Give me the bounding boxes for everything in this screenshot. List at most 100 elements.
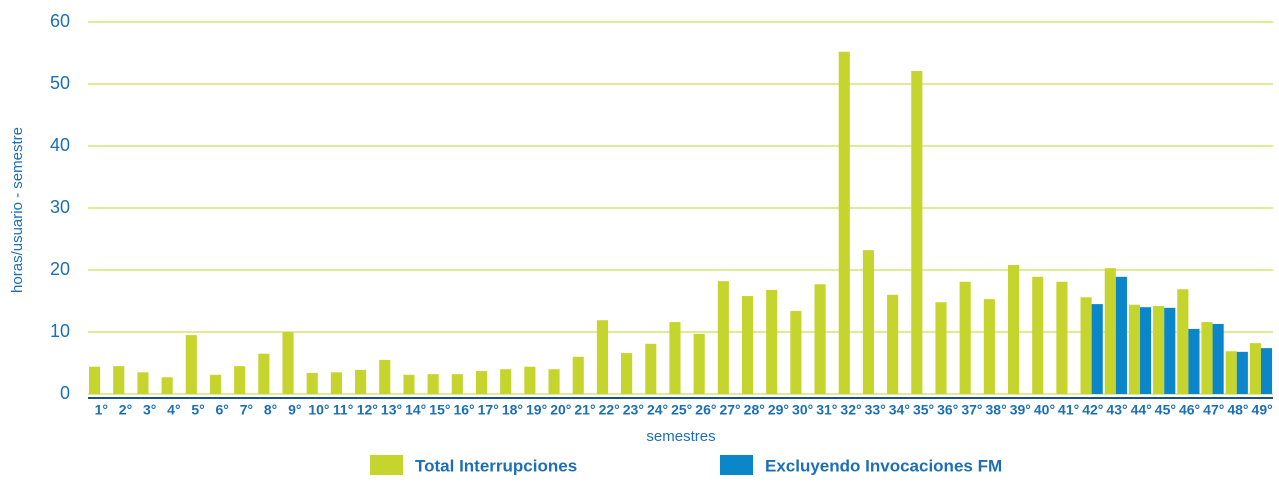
bar [1007,265,1020,394]
legend-swatch [720,455,753,475]
bar [1128,304,1141,394]
x-tick-label: 49° [1252,402,1273,418]
bar [1080,297,1092,394]
x-tick-label: 17° [478,402,499,418]
x-tick-label: 4° [167,402,180,418]
x-tick-label: 32° [840,402,861,418]
bar [89,366,101,394]
bar [935,302,947,394]
bar [1091,304,1103,394]
x-tick-label: 13° [381,402,402,418]
legend-label: Total Interrupciones [415,456,577,475]
bar [1225,351,1237,394]
y-tick-label: 0 [60,383,70,403]
bar [862,250,875,394]
y-tick-label: 20 [50,259,70,279]
bar [1164,307,1176,394]
bar [330,372,342,394]
bar [1236,351,1248,394]
x-tick-label: 8° [264,402,277,418]
x-tick-label: 35° [913,402,934,418]
x-tick-label: 25° [671,402,692,418]
legend-label: Excluyendo Invocaciones FM [765,456,1002,475]
x-tick-label: 42° [1082,402,1103,418]
bar [645,343,657,394]
bar [983,299,995,394]
bar [1188,328,1200,394]
bar [959,281,971,394]
x-tick-label: 10° [308,402,329,418]
bar [475,371,488,394]
bar [524,366,536,394]
bar [1260,348,1273,394]
x-tick-label: 9° [288,402,301,418]
bar [1104,268,1116,394]
bar [258,353,270,394]
x-tick-label: 19° [526,402,547,418]
x-tick-label: 15° [429,402,450,418]
bar [693,333,705,394]
y-tick-label: 50 [50,73,70,93]
bar [1212,323,1224,394]
x-tick-label: 16° [453,402,474,418]
y-tick-label: 10 [50,321,70,341]
legend-swatch [370,455,403,475]
y-tick-label: 60 [50,11,70,31]
bar [717,281,729,394]
x-tick-label: 45° [1155,402,1176,418]
x-tick-label: 41° [1058,402,1079,418]
x-axis-label: semestres [646,428,715,445]
x-tick-label: 26° [695,402,716,418]
bar [596,320,608,394]
x-tick-label: 28° [744,402,765,418]
bar [621,353,633,394]
x-tick-label: 47° [1203,402,1224,418]
y-axis-label: horas/usuario - semestre [9,127,26,293]
x-tick-label: 34° [889,402,910,418]
bar [427,374,439,394]
bar [790,310,802,394]
bar [161,377,173,394]
bar [500,369,512,394]
bar [814,284,826,394]
x-tick-label: 33° [865,402,886,418]
x-tick-label: 23° [623,402,644,418]
bar [548,369,560,394]
x-tick-label: 2° [119,402,132,418]
x-tick-label: 38° [986,402,1007,418]
y-tick-label: 30 [50,197,70,217]
bar [572,356,584,394]
x-tick-label: 18° [502,402,523,418]
x-tick-label: 43° [1106,402,1127,418]
x-tick-label: 7° [240,402,253,418]
bar [113,366,125,394]
bar [1056,281,1068,394]
x-tick-label: 36° [937,402,958,418]
bar [1032,276,1044,394]
bar [209,374,222,394]
x-tick-label: 21° [574,402,595,418]
x-tick-label: 5° [191,402,204,418]
x-tick-label: 40° [1034,402,1055,418]
x-tick-label: 6° [216,402,229,418]
bar [1177,289,1189,394]
bar [379,359,391,394]
bar [306,372,318,394]
bar [669,322,681,394]
x-tick-label: 14° [405,402,426,418]
x-tick-label: 48° [1227,402,1248,418]
y-tick-label: 40 [50,135,70,155]
x-tick-label: 1° [95,402,108,418]
bar [1201,322,1213,394]
bar [1153,305,1165,394]
bar [1249,343,1261,394]
x-tick-label: 27° [719,402,740,418]
x-tick-label: 31° [816,402,837,418]
bar [887,294,899,394]
bar [282,332,294,394]
bar [838,51,850,394]
x-tick-label: 22° [599,402,620,418]
x-tick-label: 44° [1131,402,1152,418]
bar [911,70,923,394]
